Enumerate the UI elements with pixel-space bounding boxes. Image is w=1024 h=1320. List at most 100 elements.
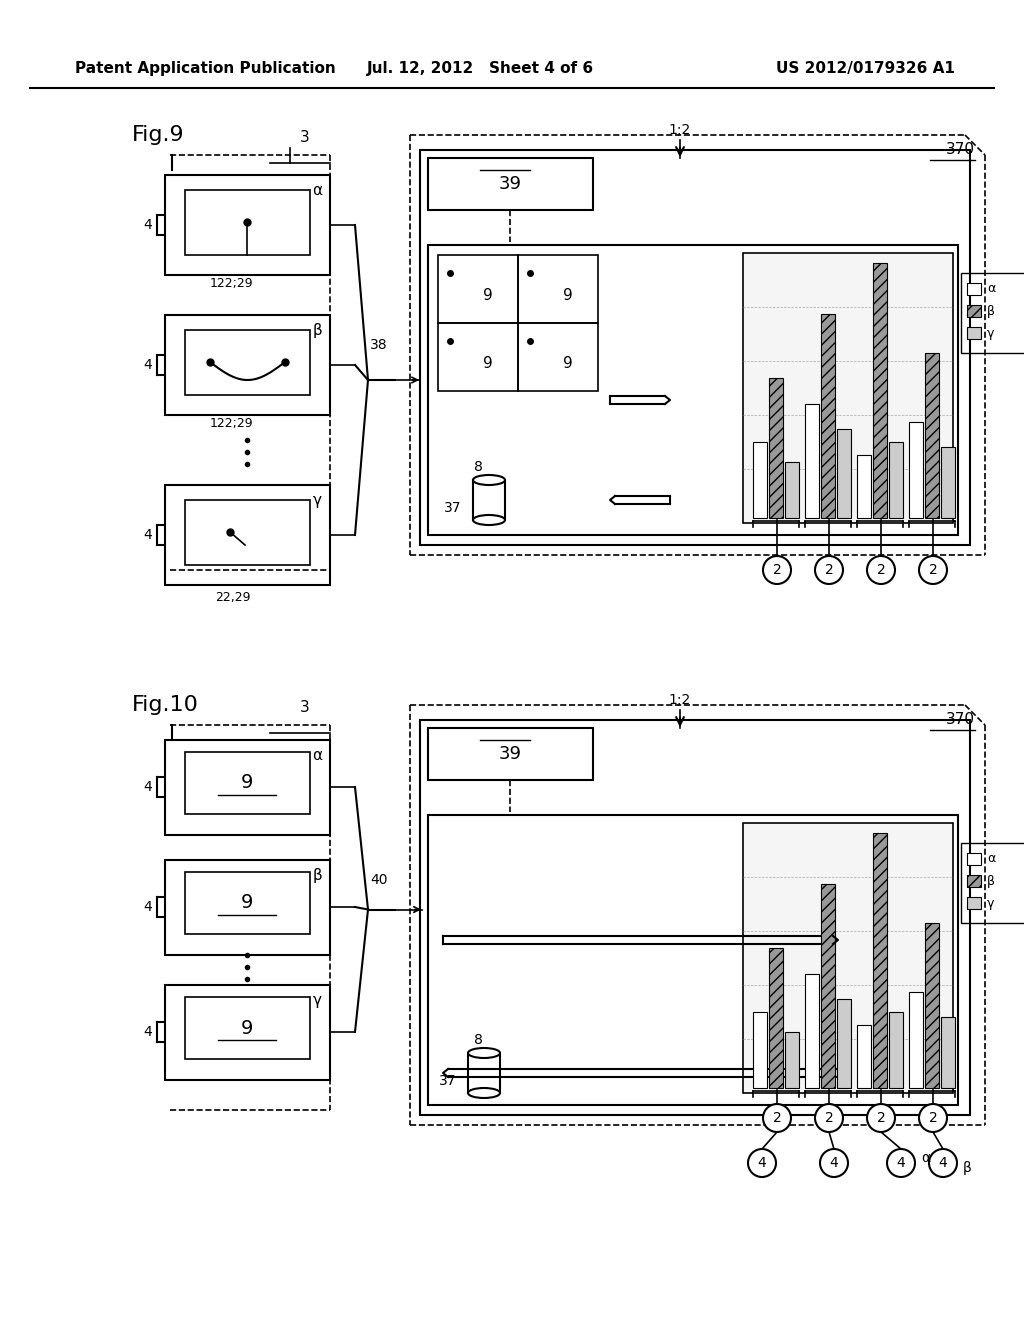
Bar [967, 898, 981, 909]
Circle shape [815, 556, 843, 583]
Bar [185, 997, 310, 1059]
Text: 8: 8 [473, 1034, 482, 1047]
Text: 122;29: 122;29 [210, 417, 254, 429]
Bar [420, 150, 970, 545]
Bar [518, 323, 598, 391]
Bar [821, 314, 835, 517]
Bar [837, 999, 851, 1088]
Text: 2: 2 [824, 564, 834, 577]
Bar [185, 873, 310, 935]
Text: 40: 40 [370, 873, 387, 887]
Bar [873, 263, 887, 517]
Text: 3: 3 [300, 701, 309, 715]
Text: γ: γ [313, 492, 322, 508]
Bar [753, 1012, 767, 1088]
Text: β: β [987, 305, 995, 318]
Bar [941, 447, 955, 517]
Ellipse shape [473, 475, 505, 484]
Bar [185, 752, 310, 814]
Circle shape [919, 1104, 947, 1133]
Text: 37: 37 [438, 1074, 456, 1088]
Text: α: α [987, 282, 995, 296]
Text: 4: 4 [897, 1156, 905, 1170]
Text: 370: 370 [946, 713, 975, 727]
Ellipse shape [468, 1048, 500, 1059]
Bar [873, 833, 887, 1088]
Bar [889, 1012, 903, 1088]
Bar [185, 330, 310, 395]
Bar [961, 843, 1024, 923]
Text: 4: 4 [143, 900, 153, 913]
Text: β: β [312, 323, 322, 338]
Text: 2: 2 [929, 564, 937, 577]
Bar [165, 315, 330, 414]
Circle shape [887, 1148, 915, 1177]
Text: 9: 9 [483, 288, 493, 302]
Bar [805, 974, 819, 1088]
Text: 4: 4 [939, 1156, 947, 1170]
Text: 9: 9 [483, 355, 493, 371]
Text: 9: 9 [563, 288, 572, 302]
Circle shape [748, 1148, 776, 1177]
Bar [785, 462, 799, 517]
Text: β: β [312, 869, 322, 883]
Text: 4: 4 [829, 1156, 839, 1170]
Text: 4: 4 [143, 528, 153, 543]
Bar [743, 253, 953, 523]
Text: 9: 9 [241, 1019, 253, 1038]
Bar [165, 985, 330, 1080]
Text: 8: 8 [473, 459, 482, 474]
Text: 4: 4 [143, 1026, 153, 1039]
Bar [837, 429, 851, 517]
Circle shape [815, 1104, 843, 1133]
Circle shape [929, 1148, 957, 1177]
Text: 4: 4 [143, 218, 153, 232]
Bar [967, 305, 981, 317]
Bar [165, 484, 330, 585]
Text: 39: 39 [499, 744, 521, 763]
Text: 122;29: 122;29 [210, 276, 254, 289]
Text: Patent Application Publication: Patent Application Publication [75, 61, 336, 75]
Text: 38: 38 [370, 338, 388, 352]
Bar [428, 814, 958, 1105]
Bar [967, 853, 981, 865]
Text: 1;2: 1;2 [669, 693, 691, 708]
Text: Fig.10: Fig.10 [132, 696, 199, 715]
Text: γ: γ [987, 326, 994, 339]
Bar [909, 993, 923, 1088]
Bar [925, 352, 939, 517]
Bar [165, 861, 330, 954]
Bar [438, 323, 518, 391]
Bar [165, 176, 330, 275]
Text: α: α [312, 183, 322, 198]
Circle shape [763, 556, 791, 583]
Bar [743, 822, 953, 1093]
Bar [967, 327, 981, 339]
Ellipse shape [473, 515, 505, 525]
Text: 2: 2 [929, 1111, 937, 1125]
Text: 4: 4 [143, 780, 153, 795]
Bar [420, 719, 970, 1115]
Text: γ: γ [987, 896, 994, 909]
Circle shape [919, 556, 947, 583]
Text: β: β [963, 1162, 972, 1175]
Text: 2: 2 [877, 564, 886, 577]
Bar [889, 442, 903, 517]
Bar [785, 1032, 799, 1088]
Circle shape [867, 1104, 895, 1133]
Text: 22,29: 22,29 [215, 590, 251, 603]
Bar [165, 741, 330, 836]
Bar [909, 422, 923, 517]
Text: 1;2: 1;2 [669, 123, 691, 137]
Bar [857, 455, 871, 517]
Bar [769, 948, 783, 1088]
Text: 2: 2 [824, 1111, 834, 1125]
Text: Fig.9: Fig.9 [132, 125, 184, 145]
Text: 2: 2 [877, 1111, 886, 1125]
Text: 4: 4 [143, 358, 153, 372]
Bar [967, 282, 981, 294]
Text: α: α [987, 853, 995, 866]
Bar [925, 923, 939, 1088]
Bar [428, 729, 593, 780]
Bar [967, 875, 981, 887]
